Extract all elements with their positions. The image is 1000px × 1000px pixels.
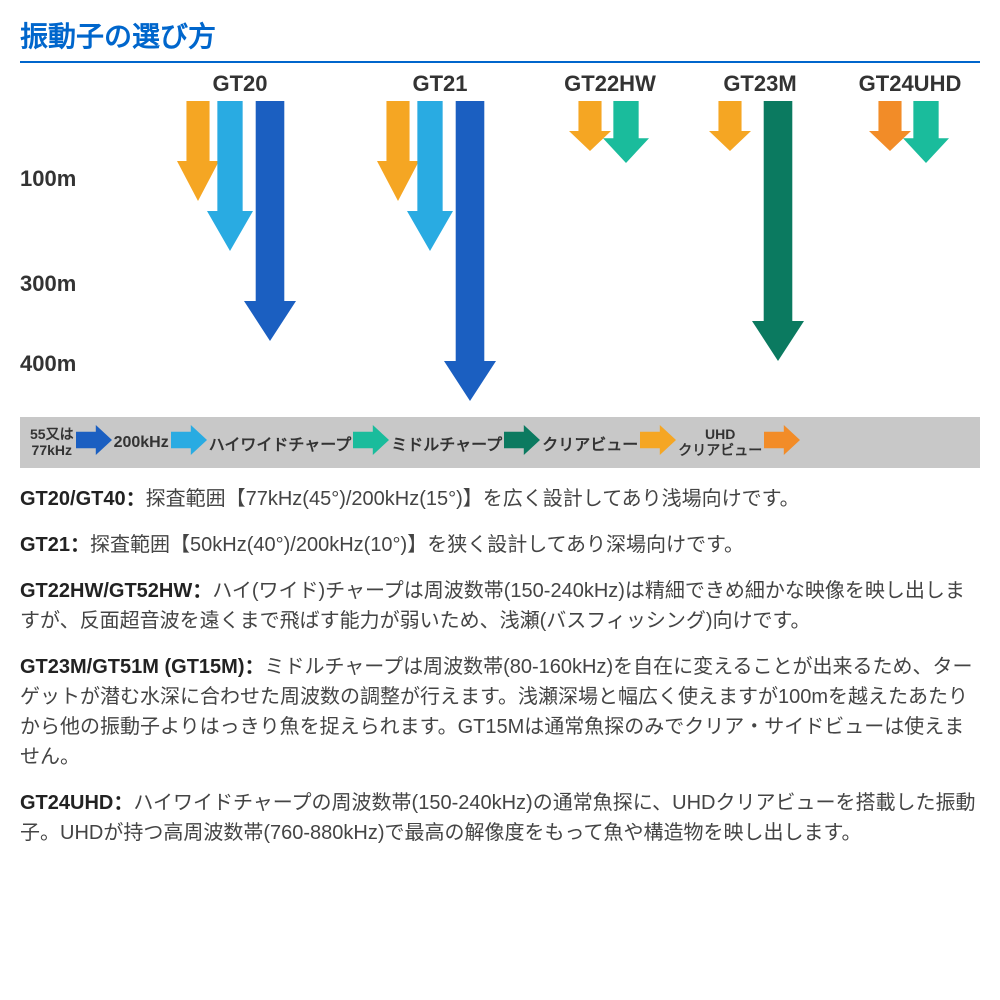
model-label: GT24UHD bbox=[859, 71, 962, 97]
transducer-chart: 100m 300m 400m GT20 GT21 GT22HW GT23M GT24UHD bbox=[20, 71, 980, 411]
depth-arrow bbox=[903, 101, 949, 168]
description-label: GT23M/GT51M (GT15M)： bbox=[20, 656, 264, 678]
model-label: GT23M bbox=[723, 71, 796, 97]
legend-arrow-icon bbox=[764, 425, 800, 460]
page-title: 振動子の選び方 bbox=[20, 15, 980, 63]
description-text: 探査範囲【77kHz(45°)/200kHz(15°)】を広く設計してあり浅場向… bbox=[146, 488, 800, 510]
depth-mark: 400m bbox=[20, 351, 76, 377]
legend-label: UHDクリアビュー bbox=[678, 427, 762, 458]
description-label: GT22HW/GT52HW： bbox=[20, 580, 212, 602]
depth-arrow bbox=[244, 101, 296, 346]
description-paragraph: GT23M/GT51M (GT15M)：ミドルチャープは周波数帯(80-160k… bbox=[20, 652, 980, 772]
legend: 55又は77kHz 200kHz ハイワイドチャープ ミドルチャープ クリアビュー UHD… bbox=[20, 417, 980, 468]
description-text: 探査範囲【50kHz(40°)/200kHz(10°)】を狭く設計してあり深場向… bbox=[90, 534, 744, 556]
depth-mark: 300m bbox=[20, 271, 76, 297]
legend-arrow-icon bbox=[504, 425, 540, 460]
description-text: ハイワイドチャープの周波数帯(150-240kHz)の通常魚探に、UHDクリアビ… bbox=[20, 792, 975, 844]
depth-arrow bbox=[603, 101, 649, 168]
model-label: GT20 bbox=[212, 71, 267, 97]
model-label: GT22HW bbox=[564, 71, 656, 97]
description-label: GT24UHD： bbox=[20, 792, 133, 814]
description-label: GT21： bbox=[20, 534, 90, 556]
depth-arrow bbox=[752, 101, 804, 366]
depth-mark: 100m bbox=[20, 166, 76, 192]
legend-label: ハイワイドチャープ bbox=[209, 431, 352, 455]
legend-label: クリアビュー bbox=[542, 431, 638, 455]
description-paragraph: GT21：探査範囲【50kHz(40°)/200kHz(10°)】を狭く設計して… bbox=[20, 530, 980, 560]
legend-label: ミドルチャープ bbox=[391, 431, 502, 455]
description-paragraph: GT24UHD：ハイワイドチャープの周波数帯(150-240kHz)の通常魚探に… bbox=[20, 788, 980, 848]
depth-arrow bbox=[709, 101, 751, 156]
descriptions: GT20/GT40：探査範囲【77kHz(45°)/200kHz(15°)】を広… bbox=[20, 484, 980, 848]
legend-arrow-icon bbox=[640, 425, 676, 460]
legend-arrow-icon bbox=[171, 425, 207, 460]
legend-arrow-icon bbox=[353, 425, 389, 460]
description-label: GT20/GT40： bbox=[20, 488, 146, 510]
model-label: GT21 bbox=[412, 71, 467, 97]
description-paragraph: GT20/GT40：探査範囲【77kHz(45°)/200kHz(15°)】を広… bbox=[20, 484, 980, 514]
legend-label: 55又は77kHz bbox=[30, 427, 74, 458]
legend-label: 200kHz bbox=[114, 434, 169, 452]
description-paragraph: GT22HW/GT52HW：ハイ(ワイド)チャープは周波数帯(150-240kH… bbox=[20, 576, 980, 636]
depth-arrow bbox=[444, 101, 496, 406]
legend-arrow-icon bbox=[76, 425, 112, 460]
